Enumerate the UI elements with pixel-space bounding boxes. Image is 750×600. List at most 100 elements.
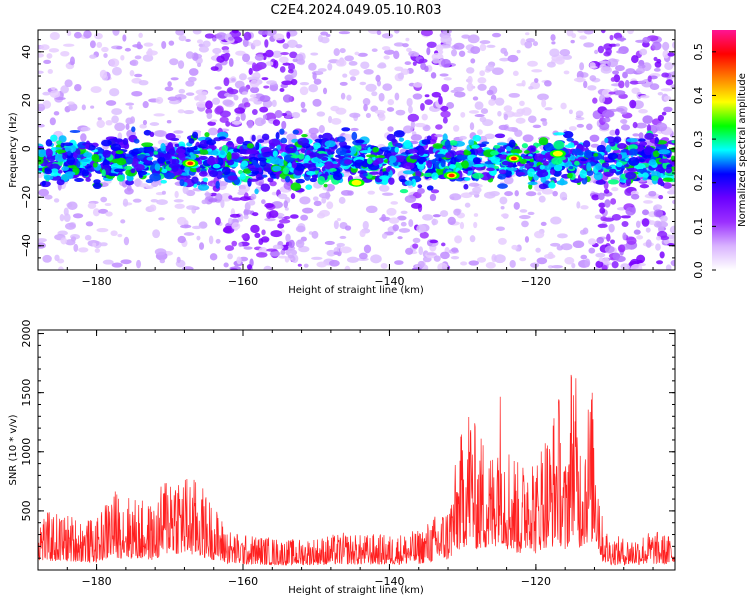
heatmap-cell [587,85,597,91]
heatmap-cell [266,80,277,85]
heatmap-cell [470,58,476,64]
heatmap-cell [546,61,556,68]
heatmap-cell [297,137,310,146]
heatmap-cell [198,46,210,53]
heatmap-cell [348,61,358,66]
heatmap-cell [484,133,496,140]
heatmap-cell [313,78,322,85]
heatmap-cell [488,99,496,106]
heatmap-cell [105,119,113,126]
heatmap-cell [318,192,331,199]
heatmap-cell [528,86,534,90]
heatmap-cell [534,153,544,162]
heatmap-cell [234,107,246,114]
heatmap-cell [202,40,211,48]
heatmap-cell [284,256,290,263]
heatmap-cell [394,260,404,265]
heatmap-cell [183,232,195,236]
heatmap-cell [45,139,53,147]
spectrogram-y-tick-label: 0 [20,145,33,152]
heatmap-cell [45,148,53,158]
heatmap-cell [354,159,365,167]
heatmap-cell [424,99,433,105]
heatmap-cell [259,159,267,167]
heatmap-cell [105,211,113,217]
heatmap-cell [290,193,296,200]
heatmap-cell [67,101,75,105]
heatmap-cell [339,81,348,86]
heatmap-cell [223,225,235,234]
heatmap-cell [391,138,397,143]
heatmap-cell [60,50,70,57]
heatmap-cell [536,257,548,265]
heatmap-cell [538,195,546,203]
heatmap-cell [620,119,628,124]
heatmap-cell [212,163,221,169]
heatmap-cell [370,254,382,264]
heatmap-cell [284,207,289,211]
heatmap-cell [209,170,218,178]
heatmap-cell [563,70,570,75]
heatmap-cell [363,244,372,254]
heatmap-cell [257,139,265,143]
heatmap-cell [53,111,60,116]
heatmap-cell [404,180,414,186]
heatmap-cell [612,70,620,75]
heatmap-cell [397,72,405,80]
heatmap-cell [219,174,230,178]
heatmap-cell [143,129,152,136]
heatmap-cell [528,183,533,190]
heatmap-blobs [38,30,675,270]
heatmap-cell [434,153,446,158]
heatmap-cell [49,117,56,126]
heatmap-cell [609,129,617,136]
heatmap-cell [428,146,433,155]
heatmap-cell [96,228,109,233]
spectrogram-y-tick-label: 40 [20,45,33,59]
heatmap-cell [622,71,628,79]
heatmap-cell [491,32,502,38]
heatmap-cell [236,256,242,265]
heatmap-cell [134,55,142,60]
heatmap-cell [210,119,218,123]
heatmap-cell [254,54,265,61]
heatmap-cell [321,156,329,161]
heatmap-cell [134,73,143,78]
colorbar-tick-label: 0.4 [692,87,705,105]
heatmap-cell [278,245,284,250]
heatmap-cell [663,95,672,102]
heatmap-cell [551,41,556,45]
heatmap-cell [55,97,66,101]
heatmap-cell [377,63,387,69]
heatmap-cell [38,103,45,112]
heatmap-cell [511,244,518,250]
heatmap-cell [566,137,574,142]
heatmap-cell [323,183,328,188]
heatmap-cell [371,91,378,97]
heatmap-cell [239,172,247,180]
heatmap-cell [638,132,644,140]
heatmap-cell [111,115,119,124]
heatmap-cell [318,134,323,139]
heatmap-cell [133,138,140,144]
heatmap-cell [76,160,81,168]
heatmap-cell [524,236,530,243]
heatmap-cell [218,136,227,140]
heatmap-cell [366,157,373,165]
heatmap-cell [602,257,610,265]
heatmap-cell [577,30,585,33]
heatmap-cell [662,177,674,182]
heatmap-cell [136,44,143,50]
heatmap-cell [524,163,531,169]
snr-x-tick-label: −140 [374,575,404,588]
heatmap-cell [102,149,111,158]
heatmap-cell [456,154,465,160]
heatmap-cell [553,164,563,172]
heatmap-cell [222,99,233,106]
heatmap-cell [83,30,92,39]
heatmap-cell [194,95,199,101]
heatmap-cell [374,109,386,115]
heatmap-cell [100,196,108,203]
heatmap-cell [266,248,278,252]
heatmap-cell [38,188,50,197]
